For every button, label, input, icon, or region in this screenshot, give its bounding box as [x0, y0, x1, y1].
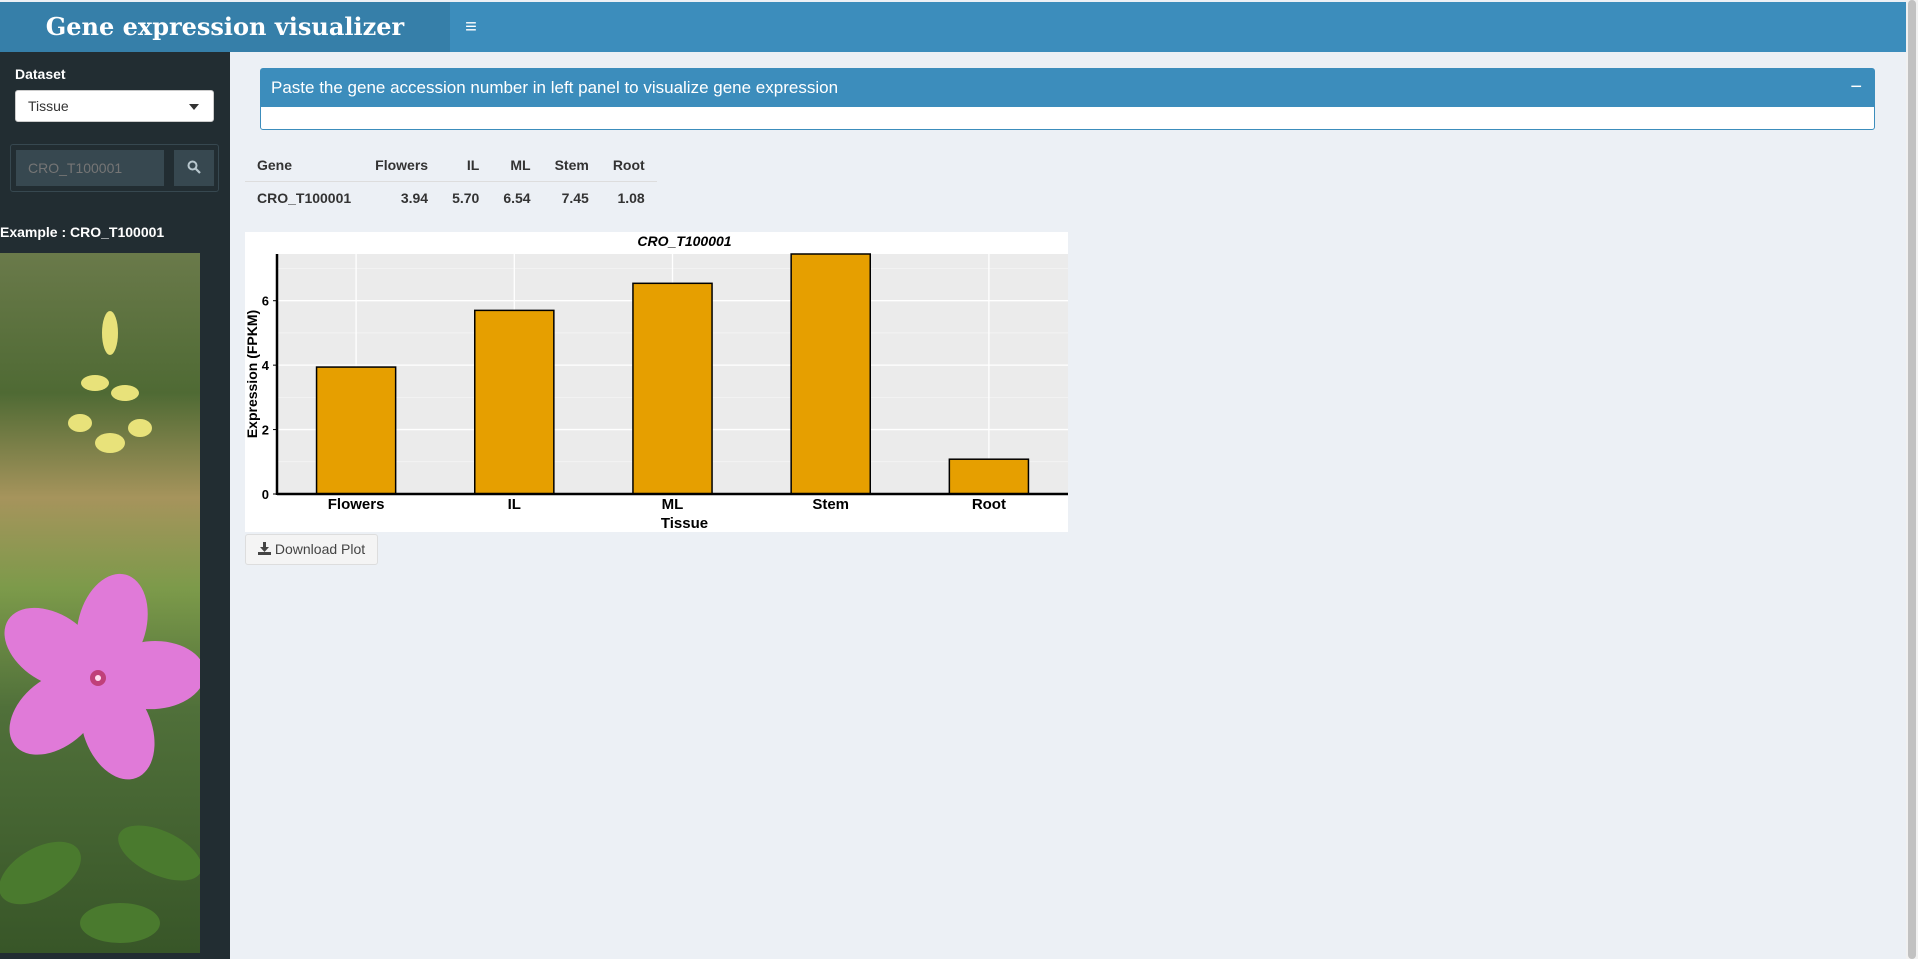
bar-flowers [315, 366, 397, 495]
table-cell: 1.08 [617, 190, 645, 206]
collapse-button[interactable]: − [1850, 76, 1862, 98]
x-tick-label: Stem [812, 496, 849, 513]
x-tick-label: Flowers [328, 496, 385, 513]
column-header: Root [600, 153, 657, 182]
y-tick-label: 0 [262, 487, 269, 502]
search-form [10, 144, 219, 192]
y-tick-label: 4 [262, 358, 270, 373]
scrollbar-thumb[interactable] [1908, 0, 1916, 959]
table-cell: 6.54 [503, 190, 531, 206]
chart-title: CRO_T100001 [637, 233, 731, 249]
bar-chart: 0 2 4 6 Flowers IL ML Stem Root CRO_T100001 Tissue… [244, 233, 1068, 532]
y-tick-label: 6 [262, 294, 269, 309]
download-plot-button[interactable]: Download Plot [245, 534, 379, 565]
app-title[interactable]: Gene expression visualizer [0, 2, 450, 52]
dataset-select[interactable]: Tissue [15, 90, 214, 122]
table-row: CRO_T100001 3.94 5.70 6.54 7.45 1.08 [245, 182, 657, 213]
bar-stem [790, 253, 872, 495]
y-axis-label: Expression (FPKM) [245, 310, 260, 438]
app-header: Gene expression visualizer ≡ [0, 2, 1906, 52]
y-tick-label: 2 [262, 423, 269, 438]
dataset-selected-value: Tissue [28, 98, 69, 114]
expression-plot: 0 2 4 6 Flowers IL ML Stem Root CRO_T100001 Tissue… [244, 232, 1068, 532]
bar-ml [632, 282, 713, 495]
periwinkle-flower-image [0, 253, 200, 953]
table-cell: 7.45 [561, 190, 589, 206]
x-tick-label: ML [662, 496, 684, 513]
search-button[interactable] [174, 150, 214, 186]
page-scrollbar[interactable] [1906, 0, 1918, 959]
table-cell: CRO_T100001 [257, 190, 352, 206]
column-header: Flowers [363, 153, 441, 182]
hamburger-icon[interactable]: ≡ [465, 16, 477, 38]
example-text: Example : CRO_T100001 [0, 224, 165, 240]
download-icon [258, 542, 271, 555]
sidebar: Dataset Tissue Example : CRO_T100001 [0, 52, 230, 959]
download-label: Download Plot [274, 541, 366, 557]
x-tick-label: Root [972, 496, 1006, 513]
column-header: IL [440, 153, 492, 182]
gene-search-input[interactable] [16, 150, 164, 186]
search-icon [187, 160, 201, 174]
table-header-row: Gene Flowers IL ML Stem Root [245, 153, 657, 182]
dataset-label: Dataset [15, 66, 66, 82]
caret-down-icon [189, 104, 199, 110]
x-axis-label: Tissue [661, 515, 708, 532]
info-box: Paste the gene accession number in left … [260, 68, 1875, 130]
x-tick-label: IL [508, 496, 521, 513]
box-title: Paste the gene accession number in left … [261, 69, 1874, 107]
column-header: Stem [542, 153, 601, 182]
expression-table: Gene Flowers IL ML Stem Root CRO_T100001… [245, 153, 657, 212]
table-cell: 5.70 [452, 190, 480, 206]
bar-root [948, 458, 1030, 495]
column-header: ML [491, 153, 543, 182]
column-header: Gene [245, 153, 364, 182]
bar-il [474, 309, 555, 495]
table-cell: 3.94 [400, 190, 429, 206]
